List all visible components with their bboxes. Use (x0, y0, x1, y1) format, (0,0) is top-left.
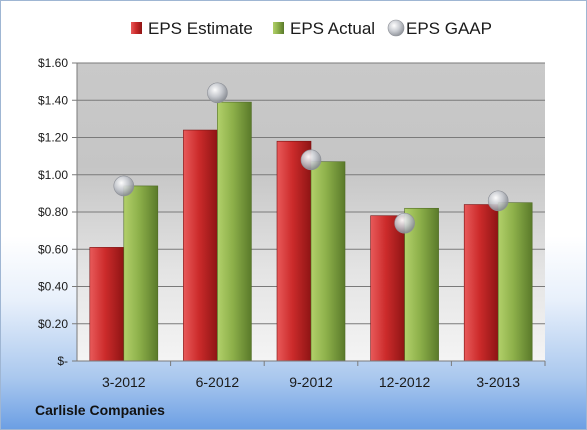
actual-bar-9-2012 (310, 161, 346, 362)
company-label: Carlisle Companies (35, 402, 165, 418)
y-tick-label: $1.00 (38, 168, 68, 182)
estimate-bar-12-2012 (370, 215, 405, 362)
x-tick-label: 6-2012 (196, 374, 240, 390)
legend-swatch-gaap (387, 19, 405, 37)
y-tick-label: $1.60 (38, 56, 68, 70)
gaap-marker-9-2012 (300, 149, 322, 171)
y-tick-label: $- (57, 354, 68, 368)
gaap-marker-3-2012 (113, 175, 135, 197)
x-tick-label: 3-2012 (102, 374, 146, 390)
estimate-bar-3-2013 (463, 204, 499, 362)
y-tick-label: $0.40 (38, 280, 68, 294)
estimate-bar-6-2012 (183, 129, 218, 362)
actual-bar-3-2013 (497, 202, 533, 362)
x-tick-label: 3-2013 (476, 374, 520, 390)
y-tick-label: $1.20 (38, 131, 68, 145)
gaap-marker-3-2013 (487, 190, 509, 212)
gaap-markers (113, 82, 509, 234)
x-tick-label: 12-2012 (379, 374, 431, 390)
gaap-marker-12-2012 (394, 212, 415, 234)
legend-label: EPS Estimate (148, 19, 253, 38)
legend-swatch-1 (273, 22, 284, 34)
legend-label: EPS GAAP (406, 19, 492, 38)
y-axis: $- $0.20 $0.40 $0.60 $0.80 $1.00 $1.20 $1.40 $1.… (38, 56, 78, 368)
estimate-bar-3-2012 (89, 247, 125, 362)
legend: EPS Estimate EPS Actual EPS GAAP (131, 19, 492, 38)
y-tick-label: $0.20 (38, 317, 68, 331)
gaap-marker-6-2012 (207, 82, 228, 104)
actual-bar-6-2012 (217, 101, 252, 362)
estimate-bar-9-2012 (276, 140, 312, 362)
actual-bar-12-2012 (404, 207, 439, 362)
y-tick-label: $0.80 (38, 205, 68, 219)
bars (89, 101, 533, 362)
legend-label: EPS Actual (290, 19, 375, 38)
y-tick-label: $1.40 (38, 93, 68, 107)
legend-swatch-0 (131, 22, 142, 34)
x-axis: 3-2012 6-2012 9-2012 12-2012 3-2013 (77, 360, 546, 390)
actual-bar-3-2012 (123, 185, 159, 362)
x-tick-label: 9-2012 (289, 374, 333, 390)
y-tick-label: $0.60 (38, 242, 68, 256)
